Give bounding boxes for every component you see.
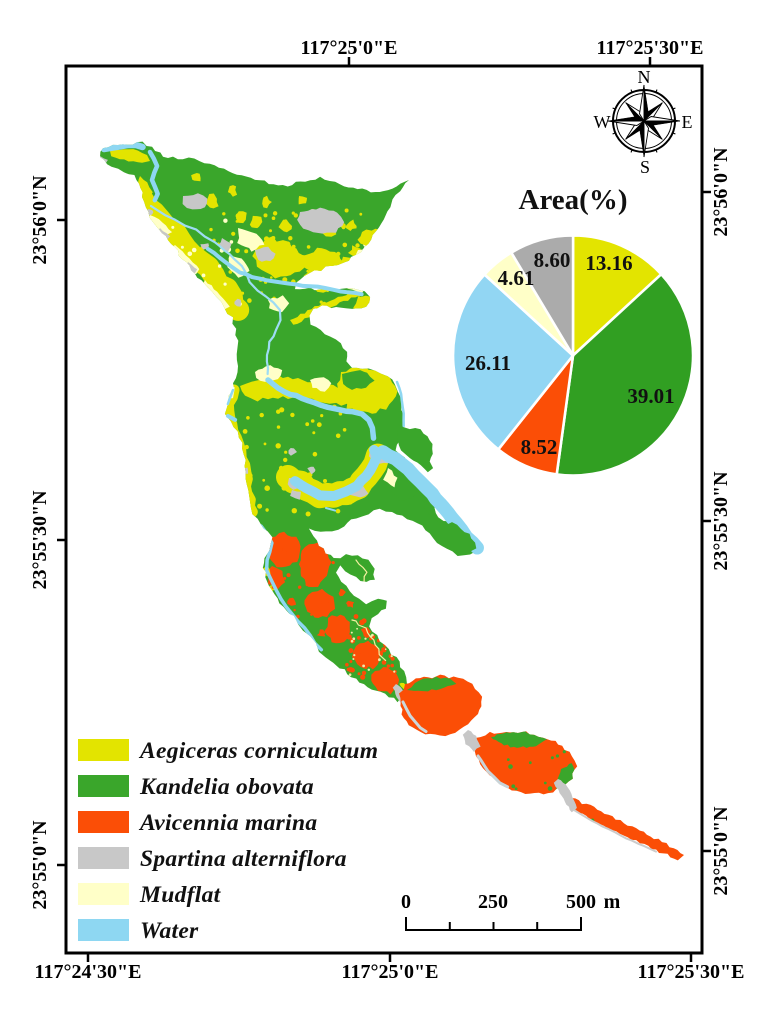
svg-text:117°25'30"E: 117°25'30"E	[638, 961, 745, 983]
svg-text:m: m	[604, 891, 621, 913]
svg-text:117°24'30"E: 117°24'30"E	[35, 961, 142, 983]
svg-text:117°25'30"E: 117°25'30"E	[597, 37, 704, 59]
svg-text:0: 0	[401, 891, 411, 913]
svg-text:4.61: 4.61	[498, 266, 535, 290]
svg-text:26.11: 26.11	[465, 351, 511, 375]
svg-text:Spartina alterniflora: Spartina alterniflora	[140, 846, 347, 872]
svg-text:S: S	[640, 157, 650, 177]
svg-text:13.16: 13.16	[585, 251, 632, 275]
svg-text:8.52: 8.52	[521, 435, 558, 459]
svg-text:117°25'0"E: 117°25'0"E	[301, 37, 398, 59]
svg-text:N: N	[638, 67, 651, 87]
svg-text:Avicennia marina: Avicennia marina	[138, 810, 317, 836]
svg-text:Aegiceras corniculatum: Aegiceras corniculatum	[138, 738, 378, 764]
svg-text:8.60: 8.60	[534, 248, 571, 272]
svg-text:23°56'0"N: 23°56'0"N	[29, 175, 51, 265]
svg-text:23°55'30"N: 23°55'30"N	[710, 471, 732, 571]
svg-text:23°55'0"N: 23°55'0"N	[29, 820, 51, 910]
svg-text:E: E	[682, 112, 693, 132]
svg-text:250: 250	[478, 891, 508, 913]
svg-text:Area(%): Area(%)	[519, 184, 628, 216]
svg-text:W: W	[594, 112, 611, 132]
svg-text:39.01: 39.01	[627, 384, 674, 408]
svg-text:23°56'0"N: 23°56'0"N	[710, 147, 732, 237]
svg-text:23°55'30"N: 23°55'30"N	[29, 490, 51, 590]
svg-text:Water: Water	[140, 918, 199, 944]
svg-text:500: 500	[566, 891, 596, 913]
svg-text:23°55'0"N: 23°55'0"N	[710, 806, 732, 896]
svg-text:Mudflat: Mudflat	[139, 882, 222, 908]
svg-text:117°25'0"E: 117°25'0"E	[342, 961, 439, 983]
svg-text:Kandelia obovata: Kandelia obovata	[139, 774, 314, 800]
